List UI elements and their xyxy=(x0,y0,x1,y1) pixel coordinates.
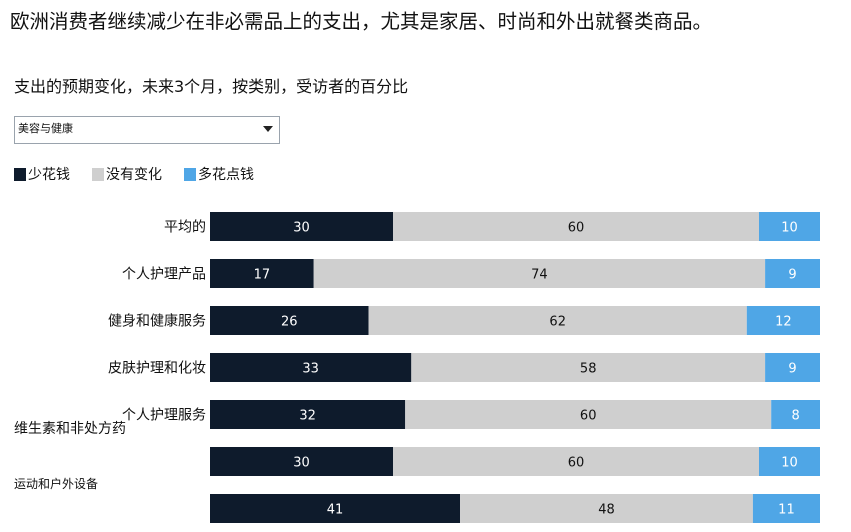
bar-segment-less xyxy=(210,212,393,241)
data-label-less: 33 xyxy=(302,362,319,377)
legend-swatch-same xyxy=(92,167,104,181)
bar-segment-more xyxy=(765,353,820,382)
bar-segment-more xyxy=(765,259,820,288)
bar-segment-more xyxy=(746,306,820,335)
legend-label-less: 少花钱 xyxy=(28,167,70,183)
headline: 欧洲消费者继续减少在非必需品上的支出，尤其是家居、时尚和外出就餐类商品。 xyxy=(10,10,713,33)
data-label-more: 9 xyxy=(788,268,796,283)
bar-segment-less xyxy=(210,494,461,523)
legend-item-more: 多花点钱 xyxy=(184,164,254,184)
bar-segment-same xyxy=(460,494,753,523)
data-label-same: 60 xyxy=(568,456,585,471)
category-label: 皮肤护理和化妆 xyxy=(108,361,206,377)
data-label-more: 10 xyxy=(781,221,798,236)
data-label-same: 62 xyxy=(549,315,566,330)
category-label: 运动和户外设备 xyxy=(14,476,98,491)
bar-segment-same xyxy=(368,306,747,335)
bar-segment-same xyxy=(393,212,759,241)
bar-segment-more xyxy=(759,447,820,476)
bar-segment-same xyxy=(313,259,766,288)
data-label-less: 32 xyxy=(299,409,316,424)
data-label-same: 58 xyxy=(580,362,597,377)
data-label-more: 10 xyxy=(781,456,798,471)
category-label: 维生素和非处方药 xyxy=(14,421,126,437)
data-label-less: 30 xyxy=(293,221,310,236)
chart-legend: 少花钱 没有变化 多花点钱 xyxy=(14,163,276,185)
data-label-same: 74 xyxy=(531,268,548,283)
legend-item-less: 少花钱 xyxy=(14,164,70,184)
category-label: 健身和健康服务 xyxy=(108,313,206,330)
data-label-more: 12 xyxy=(775,315,792,330)
legend-label-same: 没有变化 xyxy=(106,167,162,183)
bar-segment-more xyxy=(759,212,820,241)
data-label-more: 8 xyxy=(791,409,799,424)
data-label-same: 60 xyxy=(568,221,585,236)
legend-swatch-more xyxy=(184,167,196,181)
stacked-bar-chart: 平均的 30 60 10 个人护理产品 17 74 9 健身和健康服务 26 62 12 皮肤护理和化妆… xyxy=(14,212,820,523)
bar-segment-more xyxy=(752,494,820,523)
bar-segment-less xyxy=(210,306,369,335)
category-filter-value: 美容与健康 xyxy=(18,122,73,135)
data-label-less: 17 xyxy=(254,268,271,283)
bar-segment-same xyxy=(393,447,759,476)
data-label-same: 60 xyxy=(580,409,597,424)
chevron-down-icon xyxy=(263,126,273,132)
category-label: 平均的 xyxy=(164,220,206,236)
bar-segment-less xyxy=(210,447,393,476)
legend-item-same: 没有变化 xyxy=(92,164,162,184)
bar-segment-same xyxy=(405,400,772,429)
legend-label-more: 多花点钱 xyxy=(198,167,254,183)
legend-swatch-less xyxy=(14,167,26,181)
data-label-more: 11 xyxy=(778,503,795,518)
category-label: 个人护理产品 xyxy=(122,267,206,283)
bar-segment-less xyxy=(210,353,412,382)
bar-segment-less xyxy=(210,259,314,288)
data-label-less: 30 xyxy=(293,456,310,471)
data-label-more: 9 xyxy=(788,362,796,377)
bar-segment-more xyxy=(771,400,820,429)
bar-segment-less xyxy=(210,400,406,429)
data-label-less: 26 xyxy=(281,315,298,330)
data-label-same: 48 xyxy=(598,503,615,518)
data-label-less: 41 xyxy=(327,503,344,518)
category-filter-select[interactable]: 美容与健康 xyxy=(14,116,280,144)
bar-segment-same xyxy=(411,353,766,382)
chart-subtitle: 支出的预期变化，未来3个月，按类别，受访者的百分比 xyxy=(14,77,409,96)
category-label: 个人护理服务 xyxy=(122,408,206,424)
